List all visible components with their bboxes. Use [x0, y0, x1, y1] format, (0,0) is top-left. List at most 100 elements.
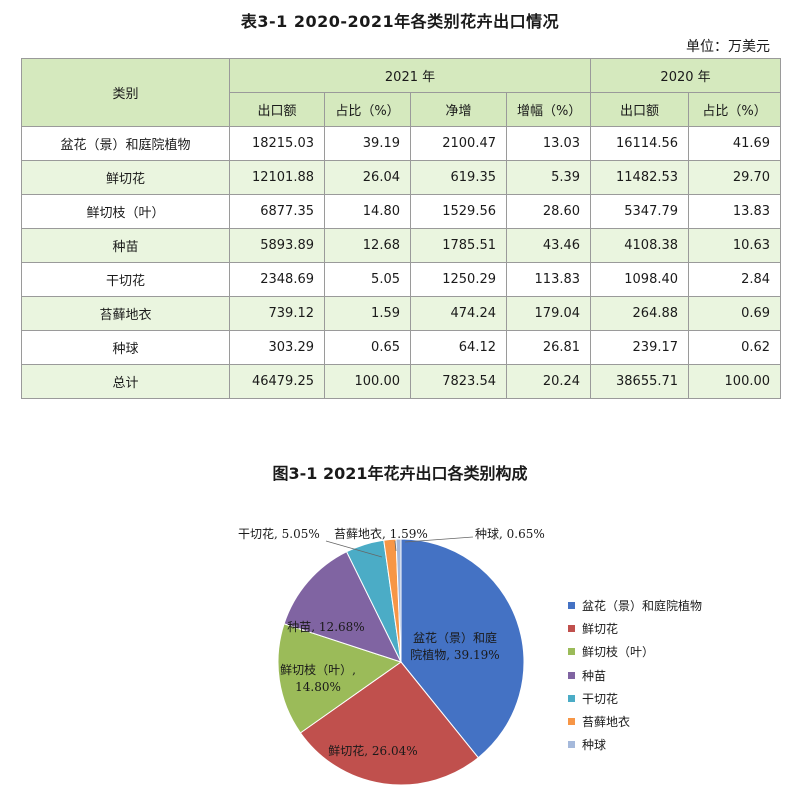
pie-slice	[299, 661, 479, 786]
table-subheader-row: 出口额 占比（%） 净增 增幅（%） 出口额 占比（%）	[22, 92, 782, 127]
row-category: 盆花（景）和庭院植物	[21, 126, 230, 161]
cell-export-2021: 5893.89	[229, 228, 325, 263]
table-row: 干切花 2348.69 5.05 1250.29 113.83 1098.40 …	[21, 262, 782, 297]
table-row: 苔藓地衣 739.12 1.59 474.24 179.04 264.88 0.…	[21, 296, 782, 331]
cell-net-increase: 1250.29	[410, 262, 507, 297]
slice-data-label: 鲜切花, 26.04%	[328, 743, 417, 758]
header-year-2020: 2020 年	[590, 58, 782, 93]
cell-export-2021: 6877.35	[229, 194, 325, 229]
table-row: 种苗 5893.89 12.68 1785.51 43.46 4108.38 1…	[21, 228, 782, 263]
legend-item: 盆花（景）和庭院植物	[568, 594, 702, 617]
cell-export-2020: 38655.71	[590, 364, 690, 399]
legend-swatch	[568, 671, 575, 679]
legend-label: 鲜切枝（叶）	[582, 645, 655, 660]
row-category: 鲜切花	[21, 160, 230, 195]
cell-net-increase: 2100.47	[410, 126, 507, 161]
unit-label: 单位：万美元	[686, 39, 770, 55]
row-category: 鲜切枝（叶）	[21, 194, 230, 229]
cell-share-2021: 39.19	[324, 126, 411, 161]
header-net-increase: 净增	[410, 92, 507, 127]
row-category: 干切花	[21, 262, 230, 297]
legend-swatch	[568, 718, 575, 726]
table-row: 种球 303.29 0.65 64.12 26.81 239.17 0.62	[21, 330, 782, 365]
slice-data-label: 鲜切枝（叶）, 14.80%	[280, 662, 356, 694]
legend-swatch	[568, 648, 575, 656]
cell-share-2020: 100.00	[688, 364, 782, 399]
table-total-row: 总计 46479.25 100.00 7823.54 20.24 38655.7…	[21, 364, 782, 399]
legend-item: 干切花	[568, 687, 702, 710]
header-share-2020: 占比（%）	[688, 92, 782, 127]
header-growth-rate: 增幅（%）	[505, 92, 592, 127]
table-row: 鲜切花 12101.88 26.04 619.35 5.39 11482.53 …	[21, 160, 782, 195]
cell-export-2021: 18215.03	[229, 126, 325, 161]
cell-growth-rate: 13.03	[505, 126, 592, 161]
legend-label: 干切花	[582, 691, 619, 706]
cell-export-2020: 1098.40	[590, 262, 690, 297]
table-row: 鲜切枝（叶） 6877.35 14.80 1529.56 28.60 5347.…	[21, 194, 782, 229]
slice-data-label: 干切花, 5.05%	[238, 526, 320, 541]
label-leader-line	[325, 540, 383, 558]
legend-swatch	[568, 602, 575, 610]
legend-item: 鲜切花	[568, 617, 702, 640]
cell-share-2020: 2.84	[688, 262, 782, 297]
legend-item: 鲜切枝（叶）	[568, 640, 702, 663]
legend-swatch	[568, 741, 575, 749]
cell-growth-rate: 28.60	[505, 194, 592, 229]
cell-net-increase: 7823.54	[410, 364, 507, 399]
cell-export-2020: 264.88	[590, 296, 690, 331]
label-leader-line	[404, 536, 474, 543]
table-title: 表3-1 2020-2021年各类别花卉出口情况	[240, 12, 560, 31]
cell-share-2021: 5.05	[324, 262, 411, 297]
cell-share-2021: 12.68	[324, 228, 411, 263]
legend-swatch	[568, 694, 575, 702]
cell-share-2021: 100.00	[324, 364, 411, 399]
pie-slice	[400, 538, 525, 759]
legend-label: 鲜切花	[582, 622, 619, 637]
slice-data-label: 苔藓地衣, 1.59%	[334, 526, 428, 541]
cell-growth-rate: 5.39	[505, 160, 592, 195]
row-category: 种苗	[21, 228, 230, 263]
cell-net-increase: 1529.56	[410, 194, 507, 229]
cell-growth-rate: 20.24	[505, 364, 592, 399]
row-category: 种球	[21, 330, 230, 365]
cell-export-2020: 16114.56	[590, 126, 690, 161]
slice-data-label: 盆花（景）和庭院植物, 39.19%	[410, 630, 499, 662]
label-leader-line	[394, 540, 397, 552]
cell-export-2021: 2348.69	[229, 262, 325, 297]
cell-growth-rate: 26.81	[505, 330, 592, 365]
slice-data-label: 种球, 0.65%	[475, 527, 545, 541]
header-export-2021: 出口额	[229, 92, 325, 127]
table-header-row: 类别 2021 年 2020 年	[21, 58, 782, 127]
cell-export-2020: 11482.53	[590, 160, 690, 195]
legend-item: 苔藓地衣	[568, 710, 702, 733]
table-row: 盆花（景）和庭院植物 18215.03 39.19 2100.47 13.03 …	[21, 126, 782, 161]
pie-slice	[283, 551, 402, 663]
cell-share-2021: 14.80	[324, 194, 411, 229]
row-category: 苔藓地衣	[21, 296, 230, 331]
legend-label: 盆花（景）和庭院植物	[582, 599, 703, 614]
legend-swatch	[568, 625, 575, 633]
pie-slice	[277, 623, 403, 734]
chart-legend: 盆花（景）和庭院植物 鲜切花鲜切枝（叶） 种苗干切花苔藓地衣种球	[568, 594, 702, 756]
cell-share-2020: 13.83	[688, 194, 782, 229]
legend-label: 苔藓地衣	[582, 715, 631, 730]
chart-title: 图3-1 2021年花卉出口各类别构成	[272, 464, 528, 483]
legend-label: 种苗	[582, 668, 607, 683]
cell-growth-rate: 113.83	[505, 262, 592, 297]
cell-share-2021: 0.65	[324, 330, 411, 365]
cell-net-increase: 474.24	[410, 296, 507, 331]
cell-share-2020: 10.63	[688, 228, 782, 263]
cell-export-2021: 303.29	[229, 330, 325, 365]
cell-share-2021: 1.59	[324, 296, 411, 331]
export-table: 类别 2021 年 2020 年 出口额 占比（%） 净增 增幅（%） 出口额 …	[21, 58, 782, 399]
header-share-2021: 占比（%）	[324, 92, 411, 127]
legend-item: 种苗	[568, 664, 702, 687]
slice-data-label: 种苗, 12.68%	[287, 620, 364, 634]
cell-export-2021: 46479.25	[229, 364, 325, 399]
cell-export-2020: 239.17	[590, 330, 690, 365]
cell-export-2020: 5347.79	[590, 194, 690, 229]
cell-export-2021: 12101.88	[229, 160, 325, 195]
legend-item: 种球	[568, 733, 702, 756]
row-category: 总计	[21, 364, 230, 399]
